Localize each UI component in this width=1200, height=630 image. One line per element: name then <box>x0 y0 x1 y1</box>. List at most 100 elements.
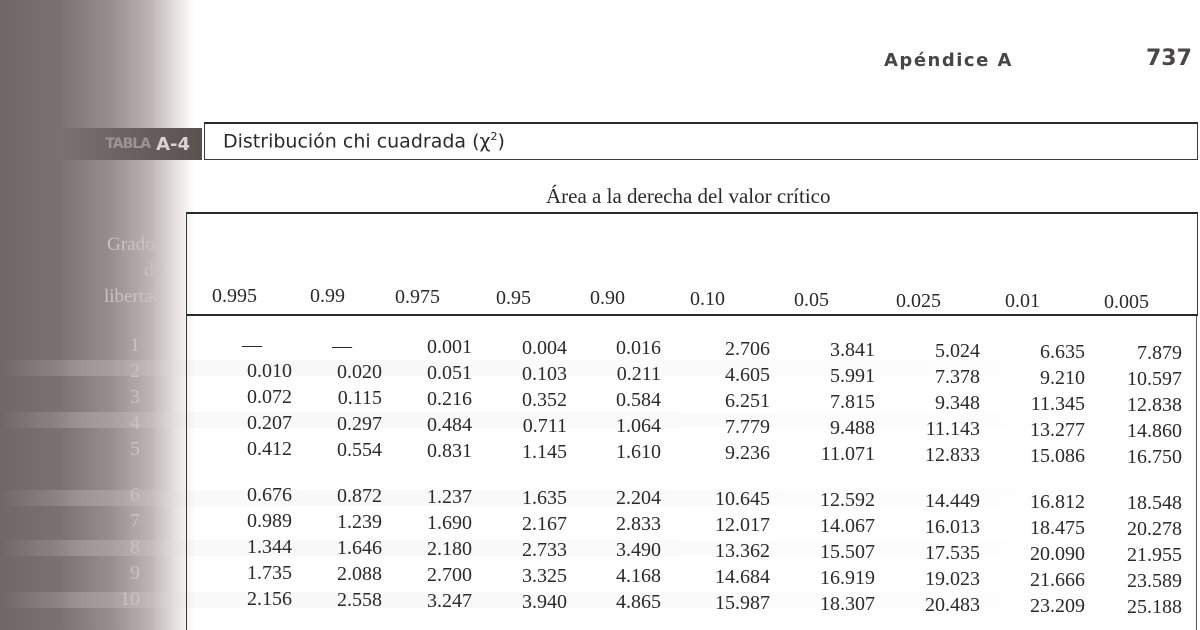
table-cell: 0.711 <box>522 415 567 437</box>
page-gutter-shadow <box>0 0 200 630</box>
table-cell: 12.592 <box>820 489 875 511</box>
table-cell: 5.991 <box>830 365 875 387</box>
df-label-line: libertad <box>103 286 162 307</box>
df-cell: 4 <box>130 412 140 434</box>
table-cell: 0.352 <box>522 389 567 411</box>
scan-shade <box>0 360 1200 376</box>
table-cell: 7.779 <box>725 416 770 438</box>
table-cell: 12.017 <box>715 514 770 536</box>
table-cell: 21.666 <box>1030 569 1085 591</box>
table-cell: 0.211 <box>616 363 661 385</box>
table-cell: 1.690 <box>427 512 472 534</box>
table-cell: 15.507 <box>820 541 875 563</box>
column-header: 0.01 <box>1005 290 1040 312</box>
table-cell: 16.750 <box>1127 446 1182 468</box>
table-cell: 23.589 <box>1127 570 1182 592</box>
table-cell: 6.635 <box>1040 341 1085 363</box>
table-title-text: Distribución chi cuadrada (χ <box>223 130 491 153</box>
scan-shade <box>0 490 1200 506</box>
table-cell: 2.167 <box>522 513 567 535</box>
table-cell: 3.490 <box>616 539 661 561</box>
table-cell: 11.143 <box>925 418 980 440</box>
table-title: Distribución chi cuadrada (χ2) <box>223 130 505 152</box>
table-cell: 9.236 <box>725 442 770 464</box>
table-cell: 7.815 <box>830 391 875 413</box>
table-cell: 2.558 <box>337 589 382 611</box>
table-cell: 0.412 <box>247 438 292 460</box>
table-cell: 20.090 <box>1030 543 1085 565</box>
table-cell: 1.237 <box>427 486 472 508</box>
table-cell: 17.535 <box>925 542 980 564</box>
df-cell: 6 <box>130 484 140 506</box>
scan-shade <box>0 592 1200 608</box>
degrees-of-freedom-label: Grados de libertad <box>80 232 162 310</box>
table-cell: 2.156 <box>247 588 292 610</box>
page-number: 737 <box>1146 46 1192 71</box>
column-header-box <box>186 212 1198 316</box>
scan-shade <box>0 540 1200 556</box>
table-cell: 10.645 <box>715 488 770 510</box>
table-body-right-rule <box>1196 316 1197 630</box>
df-cell: 9 <box>130 562 140 584</box>
table-cell: 1.735 <box>247 562 292 584</box>
table-cell: 2.833 <box>616 513 661 535</box>
table-cell: 16.919 <box>820 567 875 589</box>
table-cell: 21.955 <box>1127 544 1182 566</box>
table-cell: 1.610 <box>616 441 661 463</box>
table-cell: 0.554 <box>337 439 382 461</box>
column-header: 0.90 <box>590 287 625 309</box>
table-cell: 0.484 <box>427 414 472 436</box>
table-cell: 20.278 <box>1127 518 1182 540</box>
table-cell: 14.449 <box>925 490 980 512</box>
table-cell: 0.051 <box>427 362 472 384</box>
table-cell: 13.277 <box>1030 419 1085 441</box>
table-tag-number: A-4 <box>156 133 190 155</box>
table-cell: 0.872 <box>337 485 382 507</box>
df-cell: 1 <box>130 334 140 356</box>
table-cell: 2.204 <box>616 487 661 509</box>
table-cell: 14.860 <box>1127 420 1182 442</box>
column-header: 0.975 <box>395 286 440 308</box>
column-header: 0.005 <box>1104 291 1149 313</box>
table-cell: 9.488 <box>830 417 875 439</box>
table-cell: 11.071 <box>820 443 875 465</box>
area-label: Área a la derecha del valor crítico <box>546 184 831 208</box>
table-cell: 12.833 <box>925 444 980 466</box>
table-cell: 0.297 <box>337 413 382 435</box>
table-cell: 4.865 <box>616 591 661 613</box>
table-cell: 7.879 <box>1137 342 1182 364</box>
table-cell: 3.325 <box>522 565 567 587</box>
column-header: 0.10 <box>690 288 725 310</box>
table-cell: 0.584 <box>616 389 661 411</box>
table-cell: 0.004 <box>522 337 567 359</box>
table-cell: — <box>332 335 352 357</box>
table-cell: 10.597 <box>1127 368 1182 390</box>
table-cell: 1.344 <box>247 536 292 558</box>
table-tag-prefix: TABLA <box>105 136 151 152</box>
df-label-line: Grados <box>107 234 162 255</box>
table-cell: 9.348 <box>935 392 980 414</box>
table-cell: 14.684 <box>715 566 770 588</box>
table-cell: 16.812 <box>1030 491 1085 513</box>
table-cell: 1.635 <box>522 487 567 509</box>
column-header: 0.95 <box>496 287 531 309</box>
table-cell: 0.001 <box>427 336 472 358</box>
table-cell: 0.010 <box>247 360 292 382</box>
table-cell: 18.475 <box>1030 517 1085 539</box>
table-cell: 20.483 <box>925 594 980 616</box>
table-cell: 0.115 <box>337 387 382 409</box>
table-cell: 15.086 <box>1030 445 1085 467</box>
scan-shade <box>0 412 1200 428</box>
table-cell: 0.072 <box>247 386 292 408</box>
df-cell: 10 <box>120 588 140 610</box>
table-cell: 0.020 <box>337 361 382 383</box>
table-cell: 1.239 <box>337 511 382 533</box>
table-cell: 0.216 <box>427 388 472 410</box>
table-cell: 11.345 <box>1030 393 1085 415</box>
df-cell: 5 <box>130 438 140 460</box>
table-cell: 13.362 <box>715 540 770 562</box>
table-cell: 1.064 <box>616 415 661 437</box>
running-head: Apéndice A <box>884 50 1013 71</box>
table-title-box: Distribución chi cuadrada (χ2) <box>204 122 1198 160</box>
table-cell: 5.024 <box>935 340 980 362</box>
